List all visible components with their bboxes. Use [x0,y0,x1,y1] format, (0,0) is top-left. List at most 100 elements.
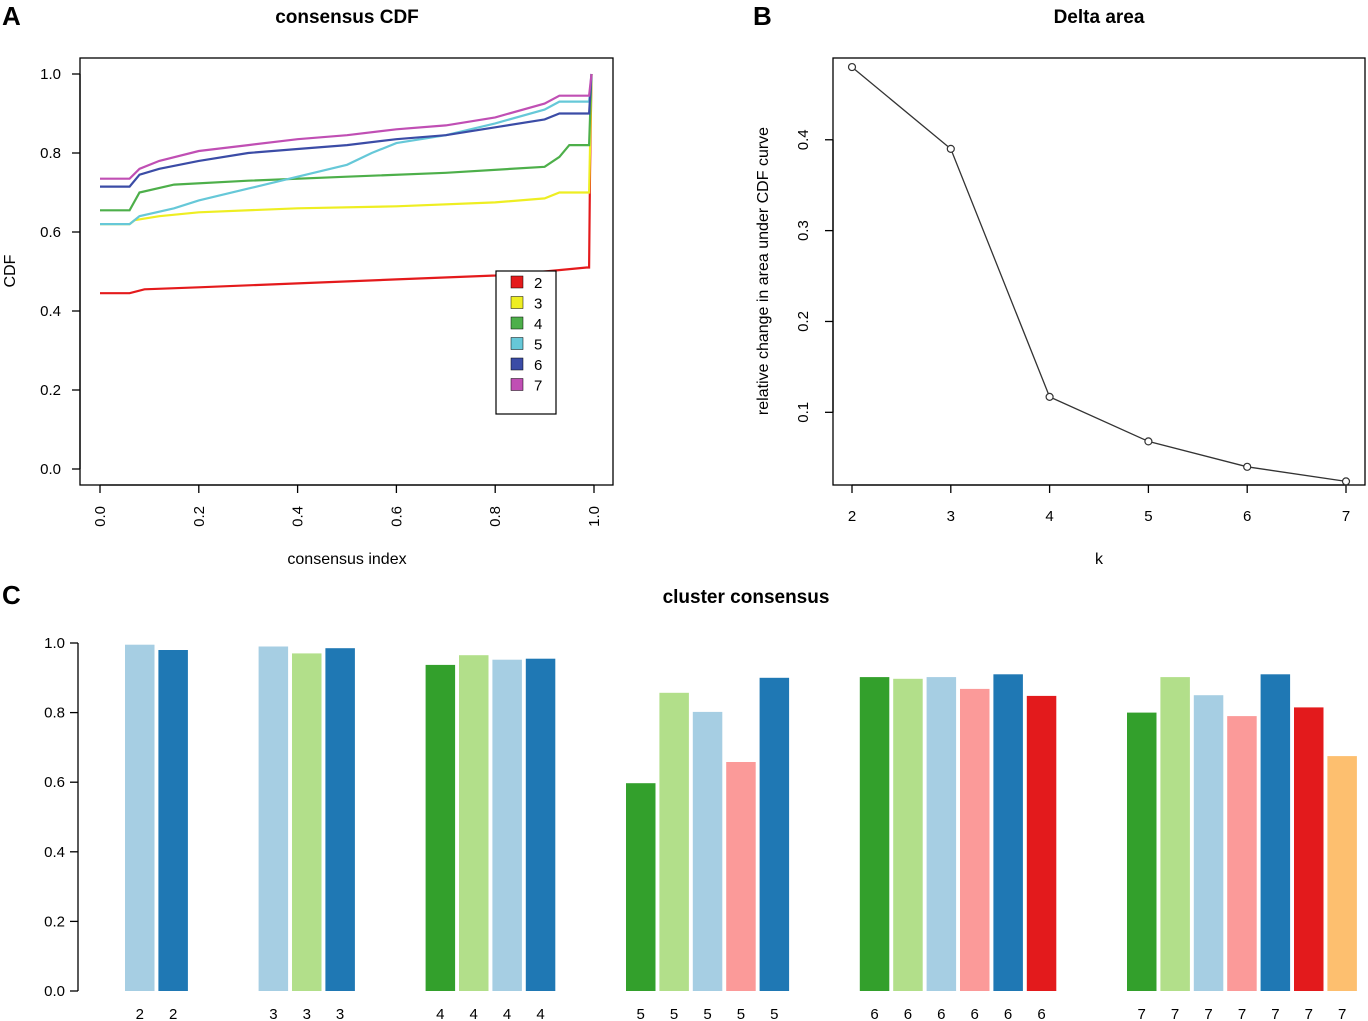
panel-b-series [847,62,1351,486]
panel-b-ylabel: relative change in area under CDF curve [755,127,772,415]
panel-c-y-axis: 0.0 0.2 0.4 0.6 0.8 1.0 [44,635,79,1000]
panel-c-bar-label: 7 [1171,1006,1179,1021]
panel-a-legend-swatch [510,357,524,371]
panel-b-point [1243,462,1252,471]
panel-c: C cluster consensus 0.0 0.2 0.4 0.6 0.8 1.0 2… [2,580,1357,1021]
panel-c-bar-k7 [1327,756,1357,991]
panel-b-x-tick-label: 5 [1144,508,1152,525]
panel-c-bar-k4 [492,659,522,991]
panel-b-x-axis: 2 3 4 5 6 7 [848,484,1350,525]
panel-a-series [100,73,593,295]
panel-b-title: Delta area [1054,7,1145,28]
panel-b-y-axis: 0.1 0.2 0.3 0.4 [795,129,834,423]
panel-b-point [946,144,955,153]
panel-c-bar-label: 6 [1037,1006,1045,1021]
panel-c-bar-label: 6 [904,1006,912,1021]
panel-c-y-tick-label: 0.8 [44,705,65,722]
panel-c-bar-label: 4 [470,1006,478,1021]
panel-c-title: cluster consensus [663,587,830,608]
panel-a-x-axis: 0.0 0.2 0.4 0.6 0.8 1.0 [92,484,603,527]
panel-b-y-tick-label: 0.1 [795,402,812,423]
panel-a-legend-label: 2 [534,275,542,292]
panel-c-bar-label: 7 [1338,1006,1346,1021]
panel-c-bar-label: 7 [1271,1006,1279,1021]
panel-c-bar-label: 3 [336,1006,344,1021]
panel-a: A consensus CDF 0.00.20.40.60.81.0 0.0 0.… [2,1,614,568]
panel-c-bar-label: 3 [269,1006,277,1021]
panel-c-bar-k6 [960,688,990,991]
panel-a-legend-box [495,270,557,415]
panel-c-bar-label: 6 [1004,1006,1012,1021]
panel-a-legend-label: 7 [534,378,542,395]
panel-a-legend: 2 3 4 5 6 7 [495,270,557,415]
panel-b-x-tick-label: 4 [1045,508,1053,525]
panel-a-x-tick-label: 0.6 [388,506,405,527]
panel-a-legend-swatch [510,378,524,391]
panel-b-xlabel: k [1095,551,1104,568]
panel-c-bar-k5 [626,783,656,991]
panel-c-y-tick-label: 0.0 [44,983,65,1000]
panel-b-point [1144,437,1153,446]
panel-a-series-line-k2 [100,73,593,295]
panel-c-bar-k6 [993,674,1023,991]
panel-c-bar-k7 [1193,695,1224,991]
panel-c-y-tick-label: 0.2 [44,913,65,930]
panel-b-x-tick-label: 6 [1243,508,1251,525]
panel-c-bar-label: 7 [1305,1006,1313,1021]
panel-a-y-axis: 0.0 0.2 0.4 0.6 0.8 1.0 [40,66,81,478]
panel-c-letter: C [2,580,21,610]
panel-a-legend-swatch [510,316,524,330]
panel-c-y-tick-label: 0.4 [44,844,65,861]
panel-a-legend-swatch [510,296,524,309]
panel-a-legend-label: 3 [534,296,542,313]
panel-b-x-tick-label: 7 [1342,508,1350,525]
panel-a-x-tick-label: 0.2 [191,506,208,527]
panel-b: B Delta area 0.1 0.2 0.3 0.4 2 3 4 5 6 7 k relat… [753,1,1366,568]
panel-b-plot-frame [832,57,1366,486]
panel-a-legend-swatch [510,337,524,350]
panel-a-series-line-k7 [100,73,593,180]
panel-b-letter: B [753,1,772,31]
panel-a-x-tick-label: 0.0 [92,506,109,527]
panel-c-bar-label: 4 [503,1006,511,1021]
panel-c-bar-label: 4 [536,1006,544,1021]
panel-a-series-line-k5 [100,73,593,226]
panel-b-x-tick-label: 3 [947,508,955,525]
panel-b-point [1341,477,1351,486]
panel-c-bar-label: 5 [737,1006,745,1021]
panel-c-bar-k7 [1294,707,1324,991]
panel-a-y-tick-label: 0.2 [40,382,61,399]
panel-c-y-tick-label: 0.6 [44,774,65,791]
panel-a-ylabel: CDF [2,254,19,287]
panel-c-bar-k2 [158,650,188,991]
panel-c-bar-label: 5 [637,1006,645,1021]
panel-a-x-tick-label: 1.0 [586,506,603,527]
panel-c-bar-k3 [325,648,355,991]
panel-a-y-tick-label: 1.0 [40,66,61,83]
panel-c-bar-k4 [525,658,556,991]
panel-b-point [1045,392,1054,401]
panel-b-y-tick-label: 0.4 [795,129,812,150]
panel-c-bar-k5 [659,692,689,991]
panel-c-bar-k6 [1026,695,1057,991]
panel-c-bar-k7 [1127,712,1157,991]
panel-a-x-tick-label: 0.4 [290,506,307,527]
panel-c-bar-label: 7 [1204,1006,1212,1021]
panel-c-bar-k5 [692,711,723,991]
panel-c-bar-label: 2 [136,1006,144,1021]
panel-a-legend-label: 5 [534,337,542,354]
panel-a-xlabel: consensus index [287,551,406,568]
panel-c-bar-label: 6 [870,1006,878,1021]
panel-c-bar-k4 [459,655,489,991]
panel-a-series-line-k3 [100,73,593,226]
panel-a-series-line-k6 [100,73,593,188]
panel-c-bar-label: 7 [1138,1006,1146,1021]
panel-c-bar-label: 4 [436,1006,444,1021]
panel-c-bar-k7 [1227,716,1257,991]
panel-c-bar-k6 [926,677,957,991]
panel-a-legend-swatch [510,275,524,289]
panel-a-series-line-k4 [100,73,593,212]
panel-c-bar-label: 6 [937,1006,945,1021]
panel-b-y-tick-label: 0.2 [795,311,812,332]
